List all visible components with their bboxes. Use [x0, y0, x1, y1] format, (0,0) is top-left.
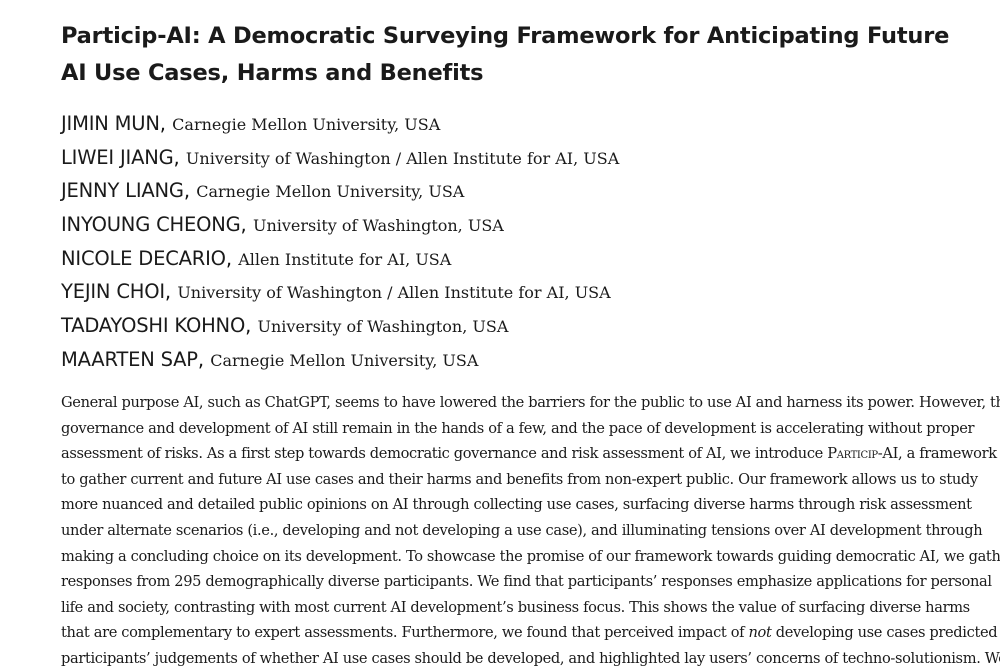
author-entry: JENNY LIANG, Carnegie Mellon University,… — [61, 179, 465, 203]
abstract-line: General purpose AI, such as ChatGPT, see… — [61, 394, 1000, 411]
author-affiliation: Carnegie Mellon University, USA — [172, 115, 441, 134]
abstract: General purpose AI, such as ChatGPT, see… — [61, 390, 1000, 667]
abstract-text: , a framework — [898, 445, 997, 463]
author-affiliation: University of Washington, USA — [257, 317, 509, 337]
author-name: INYOUNG CHEONG — [61, 213, 241, 237]
abstract-line: life and society, contrasting with most … — [61, 598, 970, 616]
author-name: LIWEI JIANG — [61, 145, 174, 169]
abstract-line: assessment of risks. As a first step tow… — [61, 441, 997, 467]
author-affiliation: University of Washington / Allen Institu… — [185, 148, 620, 168]
author-list: JIMIN MUN, Carnegie Mellon University, U… — [61, 107, 961, 377]
abstract-line: responses from 295 demographically diver… — [61, 573, 992, 591]
author-entry: LIWEI JIANG, University of Washington / … — [61, 145, 620, 169]
author-name: JENNY LIANG — [61, 179, 184, 203]
emphasis-not: not — [748, 624, 772, 642]
abstract-line: governance and development of AI still r… — [61, 419, 975, 437]
author-entry: INYOUNG CHEONG, University of Washington… — [61, 213, 504, 237]
author-affiliation: University of Washington / Allen Institu… — [177, 283, 611, 303]
abstract-line: making a concluding choice on its develo… — [61, 547, 1000, 565]
author-entry: TADAYOSHI KOHNO, University of Washingto… — [61, 314, 509, 338]
abstract-line: that are complementary to expert assessm… — [61, 620, 998, 646]
author-name: NICOLE DECARIO — [61, 246, 226, 270]
abstract-line: more nuanced and detailed public opinion… — [61, 496, 972, 514]
author-affiliation: Carnegie Mellon University, USA — [196, 182, 465, 202]
framework-name: Particip-AI — [827, 445, 898, 463]
author-entry: MAARTEN SAP, Carnegie Mellon University,… — [61, 347, 479, 371]
author-entry: YEJIN CHOI, University of Washington / A… — [61, 280, 611, 304]
abstract-text: that are complementary to expert assessm… — [61, 624, 749, 642]
abstract-line: to gather current and future AI use case… — [61, 470, 978, 488]
abstract-text: developing use cases predicted — [771, 624, 998, 642]
author-affiliation: Allen Institute for AI, USA — [238, 249, 452, 269]
author-affiliation: Carnegie Mellon University, USA — [210, 350, 479, 370]
abstract-line: participants’ judgements of whether AI u… — [61, 649, 1000, 667]
author-entry: JIMIN MUN, Carnegie Mellon University, U… — [61, 112, 441, 135]
author-name: YEJIN CHOI — [61, 280, 165, 304]
author-name: MAARTEN SAP — [61, 347, 198, 371]
abstract-text: assessment of risks. As a first step tow… — [61, 445, 828, 463]
paper-title: Particip-AI: A Democratic Surveying Fram… — [61, 23, 950, 86]
author-affiliation: University of Washington, USA — [252, 216, 504, 236]
author-entry: NICOLE DECARIO, Allen Institute for AI, … — [61, 246, 452, 270]
author-name: JIMIN MUN — [61, 112, 160, 135]
author-name: TADAYOSHI KOHNO — [61, 314, 246, 338]
abstract-line: under alternate scenarios (i.e., develop… — [61, 521, 983, 539]
